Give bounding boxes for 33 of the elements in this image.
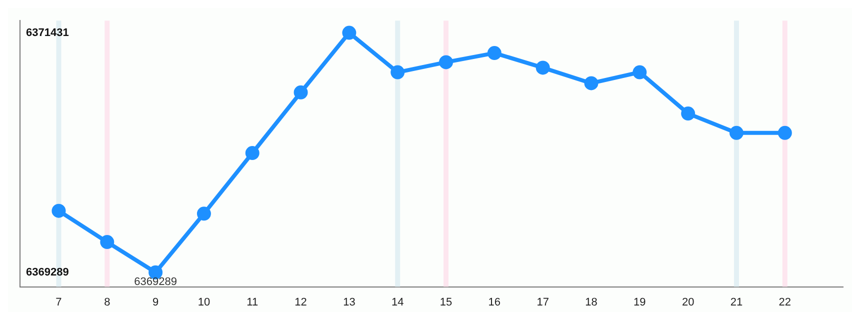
point (390, 65, 405, 80)
x-tick-label: 18 (585, 296, 598, 308)
x-tick-label: 14 (391, 296, 404, 308)
x-tick-label: 7 (56, 296, 62, 308)
x-tick-label: 10 (198, 296, 210, 308)
x-tick-label: 16 (488, 296, 501, 308)
point (439, 55, 454, 70)
point (100, 235, 114, 250)
y-tick-label: 6371431 (26, 26, 69, 39)
x-tick-label: 9 (152, 296, 159, 308)
x-tick-label: 15 (440, 296, 452, 308)
point (536, 60, 550, 75)
x-tick-label: 21 (730, 296, 743, 308)
point (245, 146, 260, 160)
point (778, 126, 792, 140)
point (52, 204, 66, 218)
point (487, 46, 502, 60)
point (729, 126, 744, 140)
x-tick-label: 20 (682, 296, 694, 308)
point (342, 26, 356, 40)
point (294, 85, 308, 100)
point (681, 106, 696, 121)
x-tick-label: 17 (536, 296, 549, 308)
x-tick-label: 13 (343, 296, 356, 308)
point (632, 65, 647, 80)
data-label: 6369289 (134, 276, 177, 288)
x-tick-label: 8 (104, 296, 110, 308)
point (584, 76, 598, 90)
x-tick-label: 12 (294, 296, 307, 308)
x-tick-label: 19 (634, 296, 646, 308)
point (196, 206, 211, 221)
x-tick-label: 11 (246, 296, 258, 308)
x-tick-label: 22 (778, 296, 792, 308)
